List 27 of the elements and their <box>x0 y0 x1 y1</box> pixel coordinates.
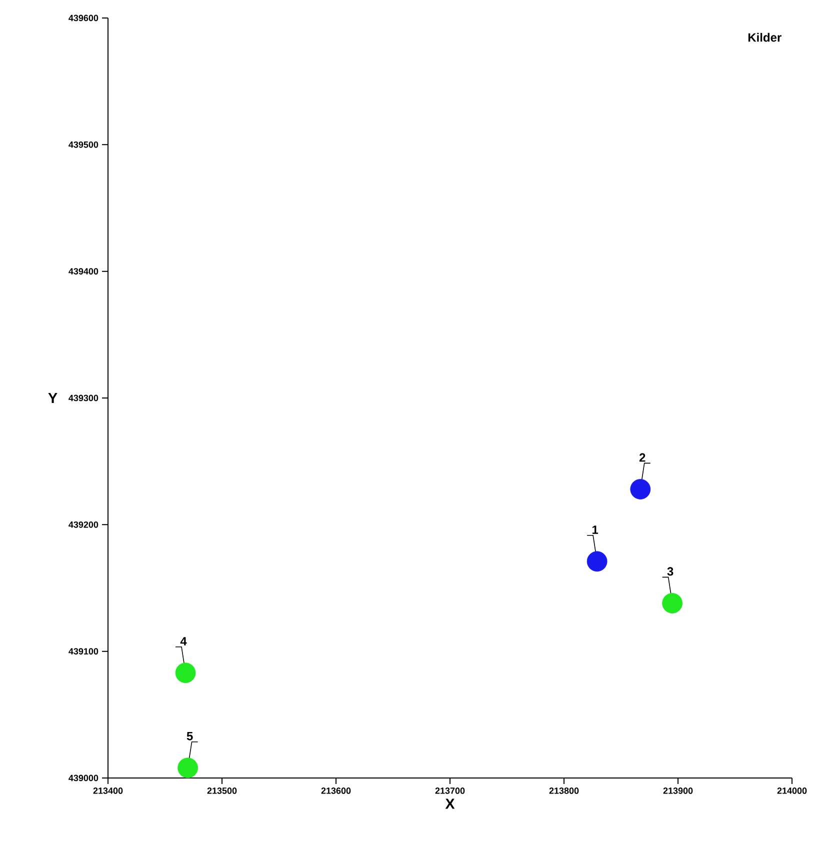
annotation: 4 <box>180 637 187 646</box>
point <box>662 592 683 614</box>
y-tick-label: 439600 <box>68 14 98 22</box>
point <box>178 758 198 778</box>
point <box>586 551 608 572</box>
y-tick-label: 439000 <box>68 774 98 782</box>
y-tick-label: 439100 <box>68 648 98 655</box>
x-tick-label: 213600 <box>321 788 351 794</box>
y-tick-label: 439500 <box>68 141 98 148</box>
x-axis-title: X <box>445 798 455 809</box>
point <box>630 478 651 500</box>
x-tick-label: 213800 <box>549 788 579 794</box>
annotation: 3 <box>667 567 674 576</box>
annotation: 5 <box>186 732 193 740</box>
point <box>175 662 196 684</box>
y-axis-title: Y <box>48 393 58 403</box>
x-tick-label: 213400 <box>93 788 123 794</box>
x-tick-label: 213700 <box>435 788 465 794</box>
y-tick-label: 439300 <box>68 394 98 402</box>
annotation: 2 <box>639 453 646 462</box>
text: Kilder <box>748 32 782 42</box>
x-tick-label: 213500 <box>207 788 237 794</box>
x-tick-label: 213900 <box>663 788 693 794</box>
y-tick-label: 439400 <box>68 268 98 275</box>
annotation: 1 <box>592 526 598 534</box>
y-tick-label: 439200 <box>68 521 98 528</box>
x-tick-label: 214000 <box>777 788 807 794</box>
